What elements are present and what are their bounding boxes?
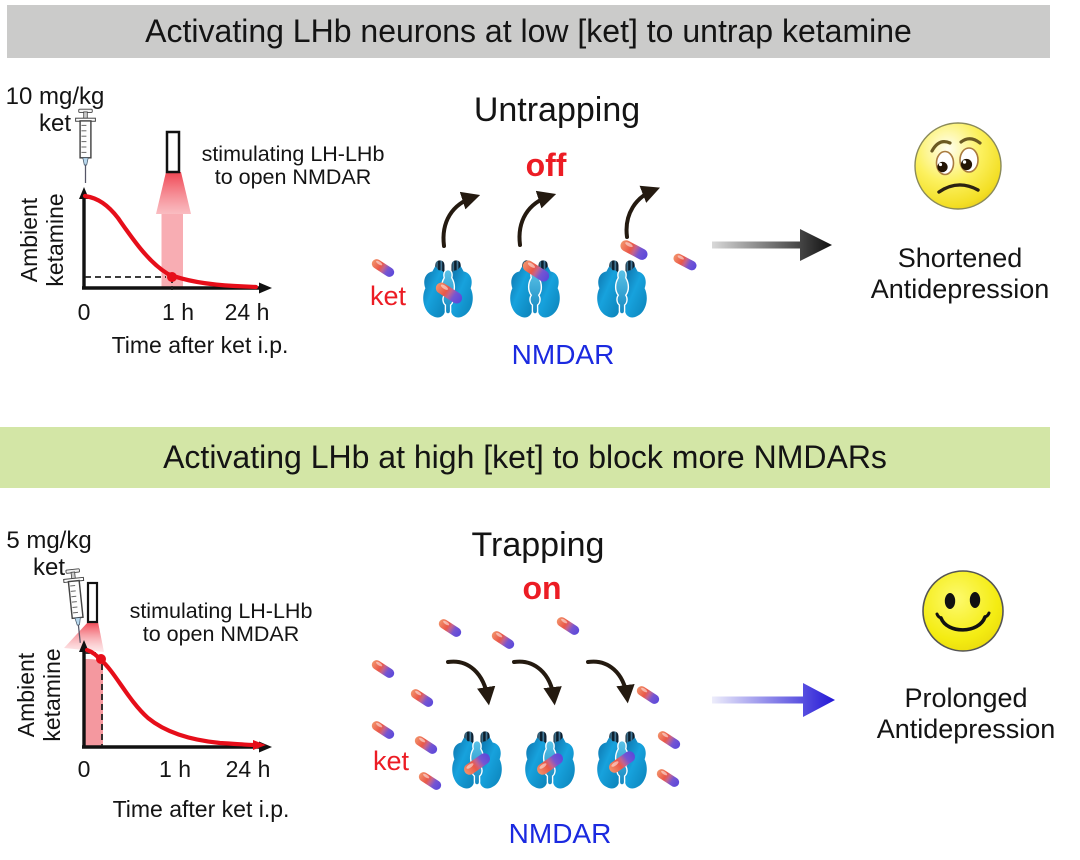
ketamine-pill: [370, 257, 396, 279]
x-axis-arrow: [259, 741, 272, 753]
top-header-bar: Activating LHb neurons at low [ket] to u…: [7, 5, 1050, 58]
decay-curve: [82, 193, 259, 290]
top-x-axis-label: Time after ket i.p.: [111, 332, 289, 358]
y-axis-arrow: [79, 187, 89, 199]
sad-face-icon: [914, 122, 1002, 210]
curve-point: [96, 654, 106, 664]
top-header-title: Activating LHb neurons at low [ket] to u…: [145, 13, 912, 49]
untrapping-scene: [370, 185, 699, 319]
light-beam: [64, 622, 104, 652]
nmdar-receptor: [524, 730, 576, 790]
nmdar-receptor: [509, 259, 561, 319]
ketamine-pill: [618, 238, 650, 262]
top-dose-label: 10 mg/kg ket: [5, 83, 105, 137]
trapping-scene: [370, 615, 682, 792]
bottom-nmdar-label: NMDAR: [508, 818, 612, 849]
eye: [959, 147, 979, 173]
bottom-dose-label: 5 mg/kg ket: [6, 527, 92, 581]
top-y-axis-label: Ambient ketamine: [16, 193, 68, 287]
top-x-tick-1h: 1 h: [162, 299, 194, 325]
curve-arrow: [253, 740, 266, 750]
ketamine-pill: [671, 252, 699, 272]
trap-arrows: [446, 659, 635, 706]
curve-point: [167, 272, 177, 282]
eyebrow: [930, 140, 952, 153]
bottom-x-tick-24h: 24 h: [225, 756, 271, 782]
optic-fiber-icon: [165, 130, 181, 174]
light-beam: [156, 172, 191, 214]
eye: [944, 593, 956, 609]
ketamine-pill: [461, 751, 493, 777]
untrapping-state: off: [525, 147, 567, 183]
bottom-ket-label: ket: [372, 746, 410, 776]
eyebrow: [959, 137, 982, 145]
nmdar-receptor: [596, 730, 648, 790]
bottom-x-axis-label: Time after ket i.p.: [112, 796, 290, 822]
top-outcome-label: Shortened Antidepression: [870, 243, 1050, 304]
ketamine-pill: [433, 280, 465, 306]
nmdar-receptor: [451, 730, 503, 790]
outcome-arrow-blue: [712, 683, 835, 717]
eye: [935, 150, 955, 176]
free-pills: [370, 615, 682, 792]
ketamine-pill: [534, 751, 566, 777]
optic-fiber-icon: [86, 581, 99, 624]
top-x-tick-24h: 24 h: [224, 299, 270, 325]
bottom-graph: [61, 567, 272, 753]
decay-curve: [84, 647, 257, 748]
nmdar-receptor: [596, 259, 648, 319]
top-stim-label: stimulating LH-LHb to open NMDAR: [201, 142, 385, 189]
bottom-x-tick-1h: 1 h: [159, 756, 191, 782]
ketamine-pill: [606, 749, 638, 775]
bottom-stim-label: stimulating LH-LHb to open NMDAR: [129, 599, 313, 646]
outcome-arrow-dark: [712, 229, 832, 261]
nmdar-receptor: [422, 259, 474, 319]
ketamine-pill: [520, 258, 552, 284]
top-nmdar-label: NMDAR: [511, 339, 615, 370]
bottom-y-axis-label: Ambient ketamine: [13, 648, 65, 742]
stimulation-bar: [161, 214, 183, 288]
untrap-arrows: [441, 185, 661, 248]
stimulation-band: [85, 659, 103, 746]
smiley-face-icon: [922, 570, 1004, 652]
y-axis-arrow: [79, 640, 89, 652]
bottom-header-bar: Activating LHb at high [ket] to block mo…: [0, 427, 1050, 488]
top-x-tick-0: 0: [77, 299, 91, 325]
untrapping-title: Untrapping: [473, 91, 641, 129]
trapping-state: on: [522, 570, 562, 606]
bottom-header-title: Activating LHb at high [ket] to block mo…: [163, 439, 887, 475]
bottom-x-tick-0: 0: [77, 756, 91, 782]
eye: [969, 592, 981, 608]
top-ket-label: ket: [369, 281, 407, 311]
frown-mouth: [937, 183, 980, 194]
x-axis-arrow: [259, 282, 272, 294]
trapping-title: Trapping: [471, 526, 605, 564]
bottom-outcome-label: Prolonged Antidepression: [876, 683, 1056, 744]
smile-mouth: [939, 615, 987, 632]
